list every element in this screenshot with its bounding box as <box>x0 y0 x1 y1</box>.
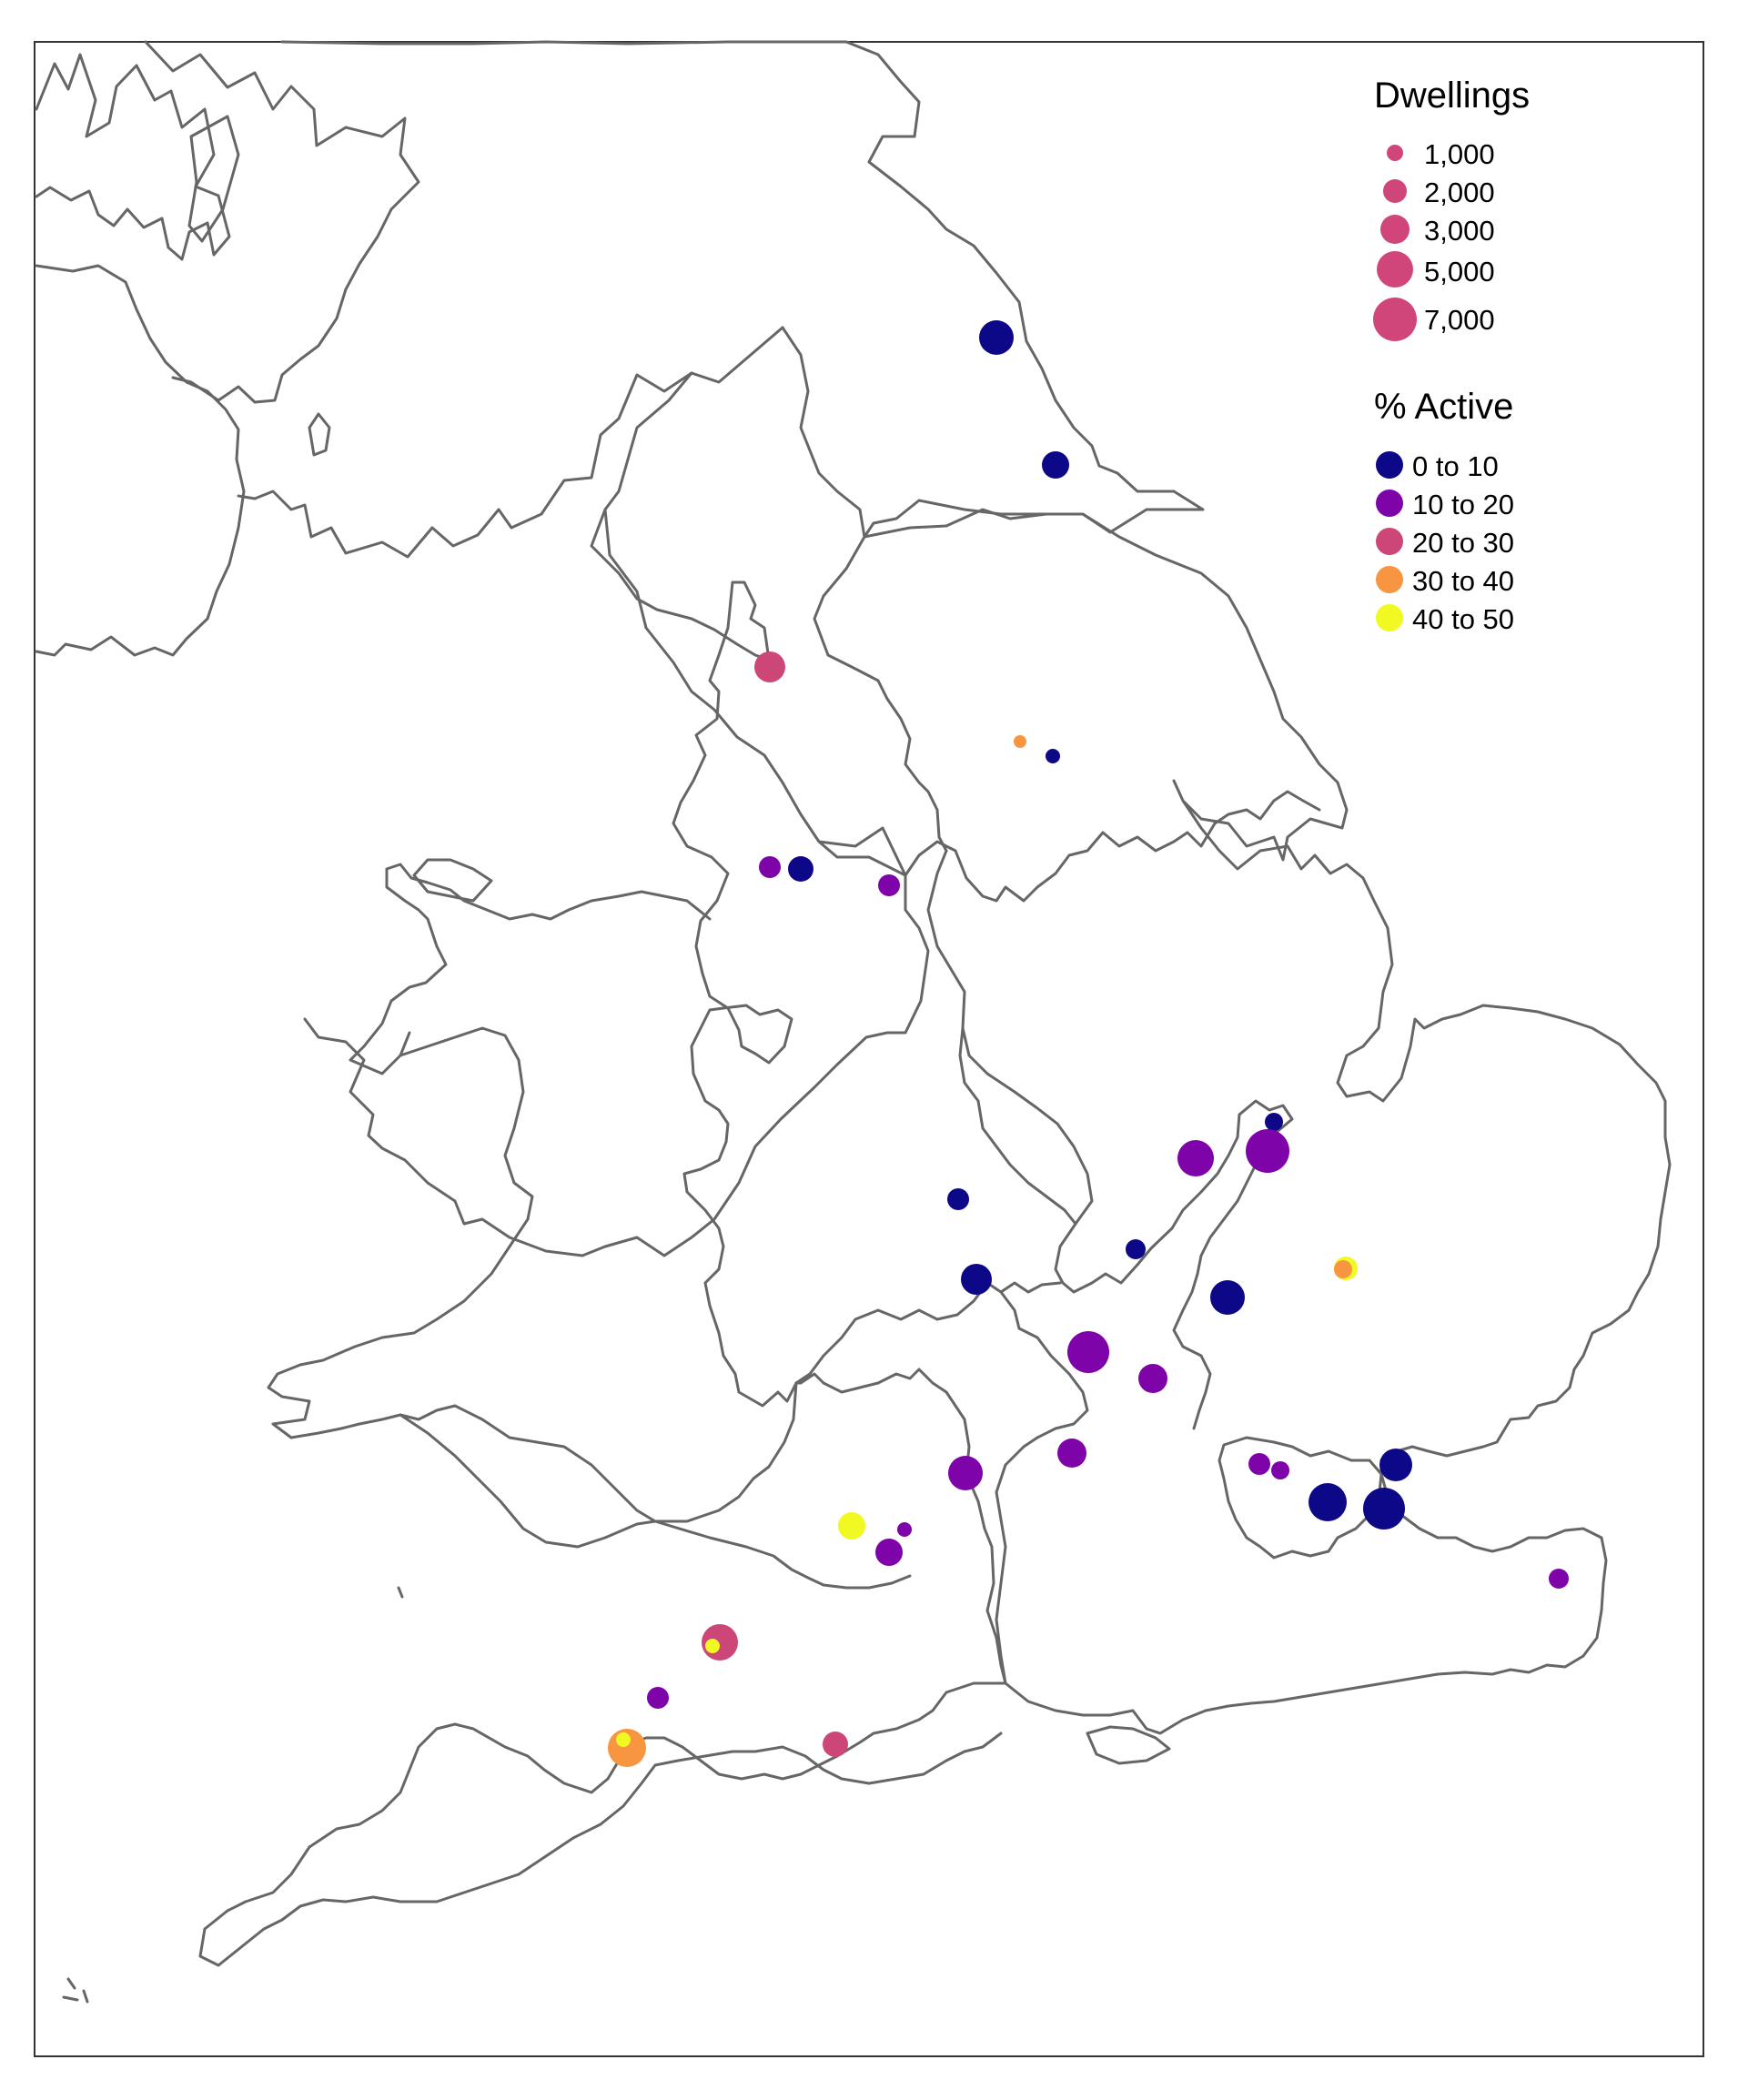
london-boundary <box>1218 1436 1383 1560</box>
settlement-point-16 <box>1334 1260 1352 1278</box>
isle-of-man <box>308 412 331 457</box>
south-west-region <box>794 1368 1007 1685</box>
color-legend-label-30-40: 30 to 40 <box>1412 565 1514 597</box>
wales-west-coast <box>267 1026 798 1523</box>
scotland-coast <box>35 53 231 261</box>
settlement-point-22 <box>1248 1453 1270 1475</box>
wales-north-coast <box>349 863 712 1075</box>
settlement-point-3 <box>754 651 785 682</box>
east-midlands-region <box>926 849 1241 1294</box>
size-legend-marker-3000 <box>1380 215 1410 244</box>
color-legend-marker-10-20 <box>1376 490 1403 517</box>
settlement-point-14 <box>961 1264 992 1295</box>
yorkshire-region <box>863 508 1365 880</box>
settlement-point-10 <box>1246 1129 1289 1173</box>
isle-of-wight <box>1086 1725 1171 1765</box>
size-legend-title: Dwellings <box>1374 76 1530 116</box>
settlement-point-12 <box>947 1188 969 1210</box>
settlement-point-11 <box>1177 1140 1214 1176</box>
size-legend-label-2000: 2,000 <box>1424 177 1495 208</box>
settlement-point-23 <box>1271 1461 1289 1479</box>
settlement-point-24 <box>1379 1449 1412 1481</box>
anglesey <box>412 858 493 903</box>
yorkshire-west-border <box>813 535 948 853</box>
size-legend-label-7000: 7,000 <box>1424 304 1495 336</box>
settlement-point-6 <box>759 856 781 878</box>
size-legend-marker-1000 <box>1387 145 1403 161</box>
settlement-point-30 <box>875 1539 903 1566</box>
color-legend-marker-0-10 <box>1376 451 1403 479</box>
map-frame <box>34 41 1704 2057</box>
settlement-point-7 <box>788 856 813 882</box>
size-legend-marker-2000 <box>1383 179 1407 203</box>
cumbria-border <box>237 326 784 559</box>
color-legend-marker-20-30 <box>1376 528 1403 555</box>
settlement-point-2 <box>1042 451 1069 479</box>
settlement-point-29 <box>897 1522 912 1537</box>
size-legend-label-5000: 5,000 <box>1424 256 1495 288</box>
settlement-point-25 <box>1309 1483 1347 1521</box>
settlement-point-9 <box>1265 1113 1283 1131</box>
north-west-region <box>303 371 930 1257</box>
north-west-coast <box>590 508 786 1065</box>
settlement-point-4 <box>1014 735 1026 748</box>
legend: Dwellings 1,000 2,000 3,000 5,000 7,000 … <box>1373 76 1530 635</box>
settlement-point-26 <box>1363 1488 1405 1530</box>
size-legend-label-1000: 1,000 <box>1424 138 1495 170</box>
settlement-point-34 <box>823 1731 848 1757</box>
color-legend-label-0-10: 0 to 10 <box>1412 450 1499 482</box>
settlement-point-5 <box>1046 749 1060 763</box>
size-legend-marker-5000 <box>1377 251 1413 288</box>
east-coast <box>1336 876 1672 1462</box>
color-legend-marker-40-50 <box>1376 604 1403 631</box>
settlement-point-20 <box>1057 1439 1086 1468</box>
settlement-point-13 <box>1126 1239 1146 1259</box>
settlement-point-28 <box>838 1512 865 1540</box>
settlement-point-19 <box>1138 1364 1167 1393</box>
arran-island <box>187 115 240 243</box>
south-east-west-border <box>995 1290 1089 1685</box>
south-east-region <box>1004 1459 1608 1735</box>
settlement-point-32 <box>705 1639 720 1653</box>
settlement-point-1 <box>979 320 1014 355</box>
region-boundaries <box>35 40 1672 2004</box>
north-east-england <box>280 40 1205 539</box>
east-of-england-border <box>1172 1099 1294 1430</box>
lundy-island <box>397 1586 404 1599</box>
color-legend-label-10-20: 10 to 20 <box>1412 489 1514 520</box>
bristol-channel-coast <box>399 1413 657 1549</box>
northern-ireland-coast <box>35 264 246 657</box>
scilly-isles <box>62 1977 89 2004</box>
size-legend-label-3000: 3,000 <box>1424 215 1495 247</box>
color-legend-title: % Active <box>1374 387 1513 427</box>
color-legend-label-20-30: 20 to 30 <box>1412 527 1514 559</box>
settlement-points <box>608 320 1569 1767</box>
settlement-point-8 <box>878 874 900 896</box>
yorkshire-south-border <box>817 790 1321 903</box>
settlement-point-36 <box>616 1732 631 1747</box>
settlement-point-33 <box>647 1687 669 1709</box>
south-west-coast <box>198 1681 1007 1967</box>
size-legend-marker-7000 <box>1373 298 1417 341</box>
somerset-coast <box>653 1519 912 1590</box>
settlement-point-18 <box>1067 1331 1109 1373</box>
color-legend-label-40-50: 40 to 50 <box>1412 603 1514 635</box>
settlement-point-27 <box>1549 1569 1569 1589</box>
scotland-upper-coast <box>144 40 420 404</box>
color-legend-marker-30-40 <box>1376 566 1403 593</box>
west-midlands-east-border <box>958 1026 1077 1226</box>
west-midlands-region <box>682 1004 1062 1408</box>
settlement-point-17 <box>1210 1280 1245 1315</box>
settlement-point-21 <box>948 1456 983 1490</box>
